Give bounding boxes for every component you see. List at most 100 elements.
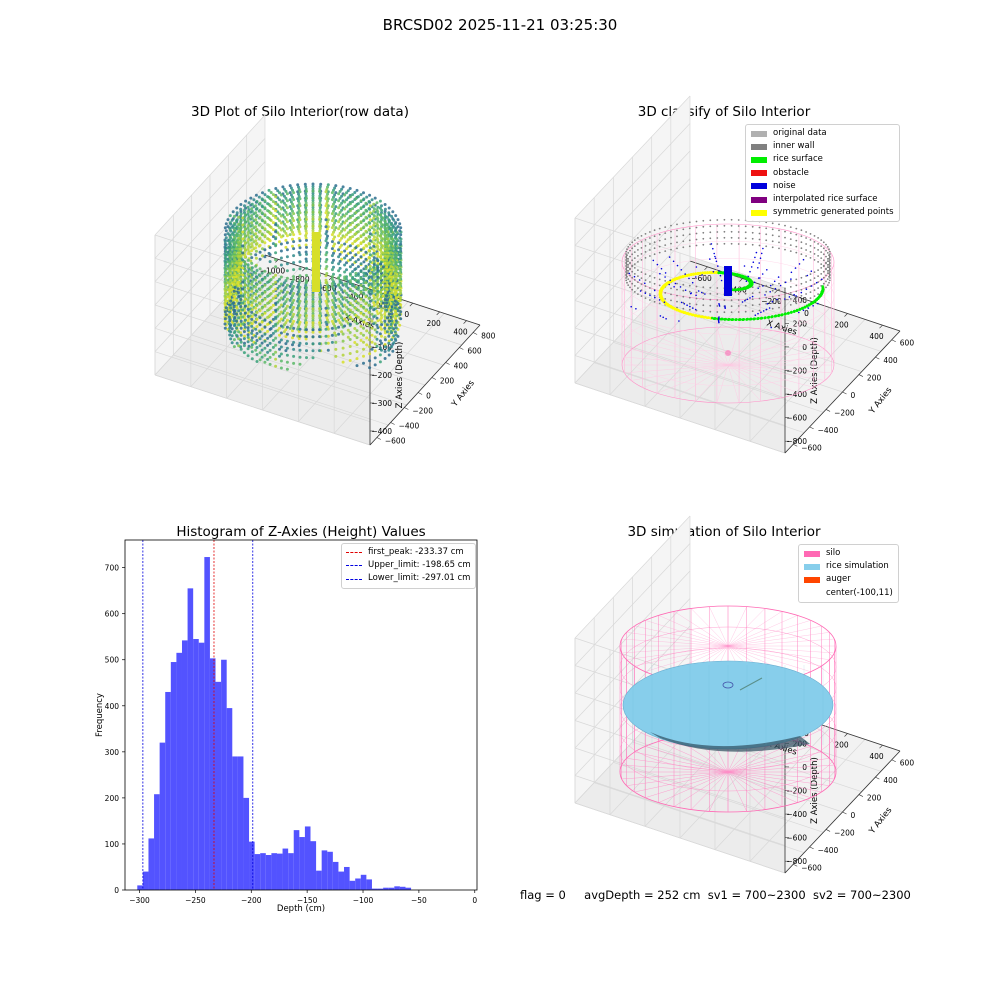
rice-surface-point	[707, 316, 710, 319]
histogram-bar	[159, 742, 166, 890]
raw-point	[260, 225, 264, 229]
rice-surface-point	[667, 281, 671, 285]
inner-wall-point	[795, 290, 798, 293]
raw-point	[340, 330, 344, 334]
histogram-bar	[260, 853, 266, 890]
raw-point	[239, 212, 243, 216]
raw-point	[365, 329, 369, 333]
raw-point	[381, 265, 385, 269]
raw-point	[362, 326, 365, 330]
inner-wall-point	[805, 299, 807, 301]
raw-point	[325, 188, 329, 191]
raw-point	[282, 302, 286, 306]
raw-point	[223, 240, 227, 244]
inner-wall-point	[784, 224, 786, 227]
raw-point	[318, 302, 322, 306]
raw-point	[330, 226, 334, 230]
raw-point	[291, 216, 294, 220]
raw-point	[392, 218, 396, 222]
raw-point	[279, 235, 283, 239]
inner-wall-point	[688, 290, 691, 293]
raw-point	[325, 265, 329, 268]
raw-point	[351, 242, 355, 246]
raw-point	[254, 232, 258, 236]
histogram-bar	[383, 887, 389, 890]
raw-point	[297, 213, 300, 217]
raw-point	[255, 276, 259, 279]
raw-point	[379, 220, 383, 224]
raw-point	[345, 319, 348, 323]
raw-point	[285, 339, 289, 343]
raw-point	[266, 195, 270, 199]
x-tick-label: 0	[472, 896, 477, 905]
raw-point	[346, 335, 350, 339]
rice-surface-point	[689, 273, 693, 277]
raw-point	[376, 217, 380, 221]
raw-point	[311, 302, 315, 306]
z-tick-label: −400	[786, 810, 807, 819]
legend-label: interpolated rice surface	[773, 194, 878, 205]
rice-surface-point	[728, 318, 731, 321]
raw-point	[338, 259, 342, 263]
legend-line-swatch	[346, 552, 362, 554]
raw-point	[228, 317, 232, 321]
raw-point	[343, 324, 347, 328]
raw-point	[333, 324, 337, 328]
noise-point	[689, 305, 691, 308]
noise-point	[653, 289, 656, 292]
raw-point	[343, 277, 347, 281]
raw-point	[263, 290, 267, 294]
raw-point	[365, 343, 369, 347]
raw-point	[393, 229, 397, 233]
raw-point	[255, 214, 259, 217]
inner-wall-point	[765, 233, 768, 236]
raw-point	[351, 270, 355, 274]
raw-point	[362, 354, 365, 358]
grid-line	[154, 114, 266, 236]
inner-wall-point	[737, 311, 740, 313]
inner-wall-point	[649, 275, 651, 277]
inner-wall-point	[771, 246, 774, 249]
raw-point	[326, 304, 329, 308]
raw-point	[237, 240, 240, 244]
raw-point	[254, 320, 258, 324]
raw-point	[332, 294, 335, 298]
auger-arm	[739, 677, 763, 691]
raw-point	[246, 210, 250, 214]
raw-point	[326, 334, 330, 338]
raw-point	[340, 302, 344, 306]
raw-point	[324, 334, 328, 338]
raw-point	[298, 239, 302, 243]
noise-point	[757, 277, 760, 279]
raw-point	[340, 194, 344, 198]
raw-point	[324, 239, 328, 243]
raw-point	[268, 327, 272, 331]
raw-point	[348, 258, 352, 262]
inner-wall-point	[688, 284, 691, 287]
raw-point	[385, 294, 389, 298]
raw-point	[372, 209, 376, 213]
raw-point	[266, 315, 270, 319]
raw-point	[304, 257, 308, 261]
inner-wall-point	[737, 225, 740, 227]
rice-surface-point	[666, 303, 670, 306]
raw-point	[368, 278, 372, 282]
noise-point	[659, 272, 661, 275]
raw-point	[393, 330, 397, 334]
raw-point	[394, 303, 398, 307]
inner-wall-point	[626, 281, 628, 284]
raw-point	[364, 215, 368, 219]
raw-point	[258, 316, 262, 320]
status-flag: flag = 0	[520, 888, 566, 902]
histogram-ylabel: Frequency	[95, 693, 105, 737]
raw-point	[376, 319, 380, 323]
rice-surface-point	[736, 274, 740, 277]
raw-point	[376, 268, 380, 272]
raw-point	[318, 196, 321, 200]
raw-point	[279, 331, 283, 335]
raw-point	[260, 355, 264, 359]
raw-point	[274, 357, 278, 361]
raw-point	[372, 216, 376, 220]
x-tick	[409, 302, 414, 307]
inner-wall-point	[789, 250, 792, 253]
